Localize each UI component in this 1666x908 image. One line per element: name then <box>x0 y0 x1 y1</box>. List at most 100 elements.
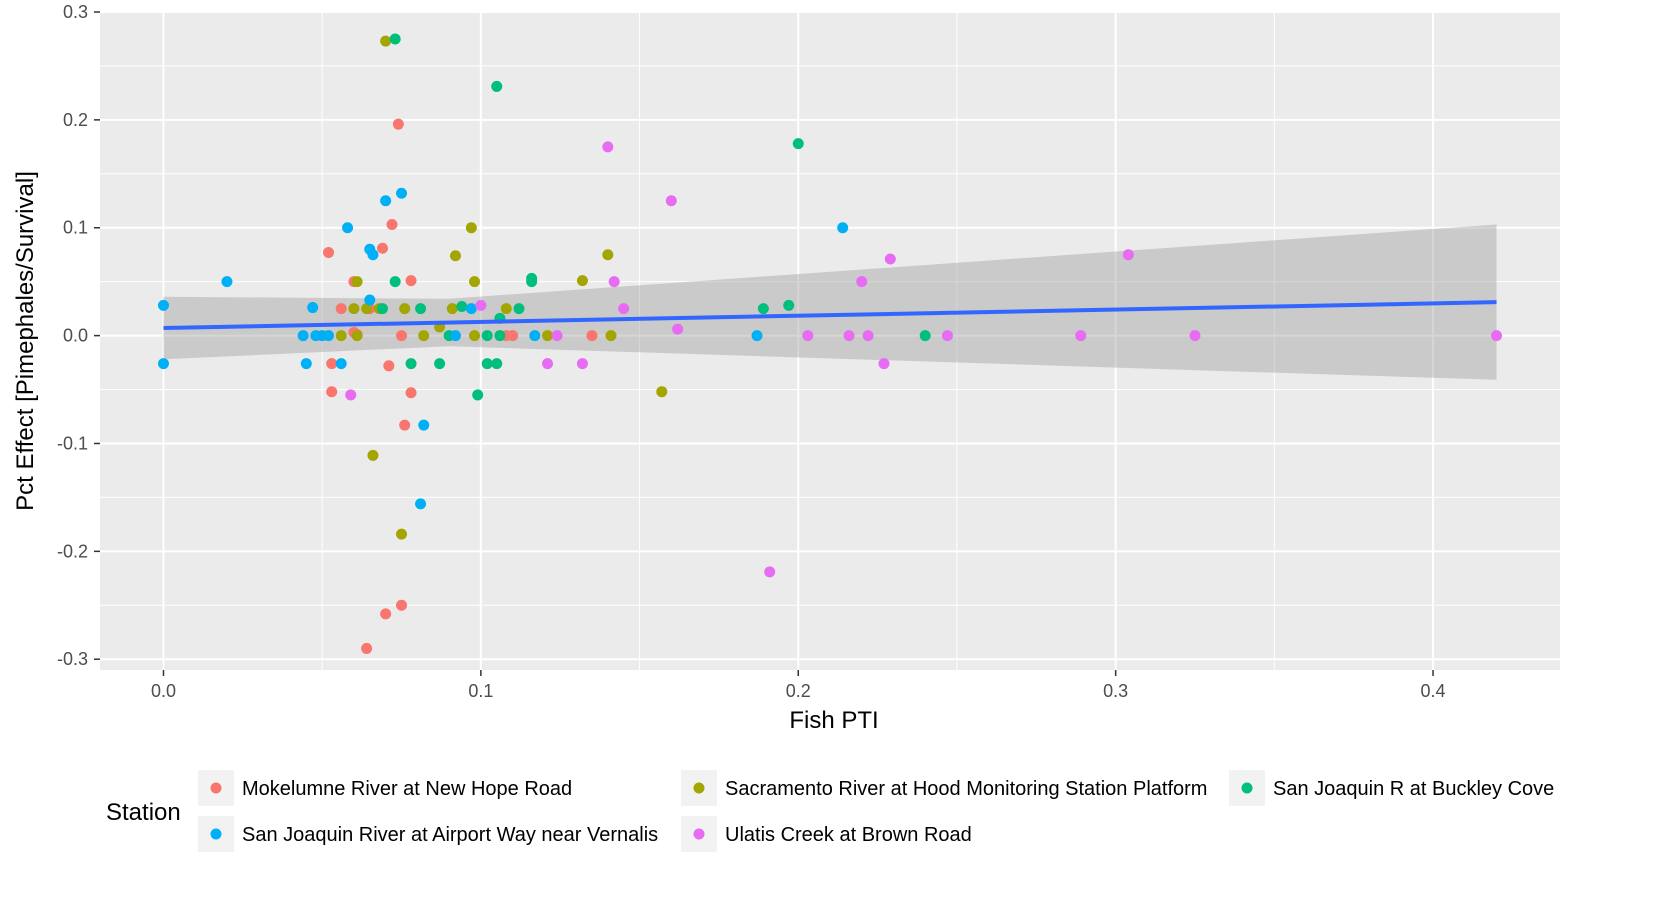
legend-marker <box>693 828 705 840</box>
data-point <box>764 566 776 578</box>
x-tick-label: 0.0 <box>151 681 176 701</box>
data-point <box>665 195 677 207</box>
data-point <box>297 330 309 342</box>
data-point <box>481 330 493 342</box>
data-point <box>380 608 392 620</box>
confidence-band <box>163 224 1497 380</box>
data-point <box>491 358 503 370</box>
data-point <box>856 276 868 288</box>
data-point <box>783 299 795 311</box>
data-point <box>418 419 430 431</box>
legend-marker <box>693 782 705 794</box>
x-tick-label: 0.1 <box>468 681 493 701</box>
confidence-band-layer <box>163 224 1497 380</box>
data-point <box>396 599 408 611</box>
data-point <box>542 358 554 370</box>
data-point <box>586 330 598 342</box>
data-point <box>507 330 519 342</box>
x-tick-label: 0.4 <box>1421 681 1446 701</box>
y-tick-label: -0.2 <box>57 541 88 561</box>
data-point <box>418 330 430 342</box>
data-point <box>434 358 446 370</box>
data-point <box>326 358 338 370</box>
data-point <box>396 528 408 540</box>
legend-item: Ulatis Creek at Brown Road <box>681 816 972 852</box>
grid-minor <box>100 12 1560 670</box>
data-point <box>919 330 931 342</box>
data-point <box>323 247 335 259</box>
data-point <box>351 276 363 288</box>
data-point <box>456 300 468 312</box>
x-axis: 0.0 0.1 0.2 0.3 0.4 <box>151 670 1446 701</box>
data-point <box>405 275 417 287</box>
data-point <box>157 299 169 311</box>
data-point <box>481 358 493 370</box>
legend-item: Mokelumne River at New Hope Road <box>198 770 572 806</box>
data-point <box>383 360 395 372</box>
data-point <box>1122 249 1134 261</box>
x-tick-label: 0.3 <box>1103 681 1128 701</box>
data-point <box>751 330 763 342</box>
data-point <box>472 389 484 401</box>
data-point <box>802 330 814 342</box>
y-axis: -0.3 -0.2 -0.1 0.0 0.1 0.2 0.3 <box>57 2 100 669</box>
data-point <box>465 222 477 234</box>
data-point <box>415 303 427 315</box>
legend-label: Sacramento River at Hood Monitoring Stat… <box>725 778 1207 800</box>
data-point <box>396 330 408 342</box>
data-point <box>396 187 408 199</box>
data-point <box>335 303 347 315</box>
data-point <box>469 276 481 288</box>
data-point <box>605 330 617 342</box>
data-point <box>757 303 769 315</box>
data-point <box>376 303 388 315</box>
legend-label: San Joaquin River at Airport Way near Ve… <box>242 824 658 846</box>
data-point <box>361 303 373 315</box>
data-point <box>602 141 614 153</box>
y-tick-label: 0.1 <box>63 218 88 238</box>
data-point <box>405 358 417 370</box>
legend-marker <box>210 782 222 794</box>
x-tick-label: 0.2 <box>786 681 811 701</box>
trend-layer <box>163 300 1497 331</box>
data-point <box>399 419 411 431</box>
data-point <box>351 330 363 342</box>
y-tick-label: -0.1 <box>57 433 88 453</box>
y-tick-label: -0.3 <box>57 649 88 669</box>
data-point <box>386 219 398 231</box>
data-point <box>465 303 477 315</box>
data-point <box>342 222 354 234</box>
data-point <box>348 303 360 315</box>
data-point <box>221 276 233 288</box>
legend-label: San Joaquin R at Buckley Cove <box>1273 778 1554 800</box>
data-point <box>843 330 855 342</box>
data-point <box>376 242 388 254</box>
legend-label: Ulatis Creek at Brown Road <box>725 824 972 846</box>
data-point <box>602 249 614 261</box>
legend-marker <box>210 828 222 840</box>
data-point <box>526 276 538 288</box>
legend-title: Station <box>106 799 181 826</box>
data-point <box>415 498 427 510</box>
data-point <box>326 386 338 398</box>
data-point <box>941 330 953 342</box>
data-point <box>389 33 401 45</box>
trend-line <box>163 300 1497 331</box>
y-tick-label: 0.3 <box>63 2 88 22</box>
data-point <box>1189 330 1201 342</box>
data-point <box>380 35 392 47</box>
data-point <box>494 330 506 342</box>
data-point <box>513 303 525 315</box>
data-point <box>656 386 668 398</box>
data-point <box>364 294 376 306</box>
data-point <box>862 330 874 342</box>
legend-item: San Joaquin River at Airport Way near Ve… <box>198 816 658 852</box>
data-point <box>367 449 379 461</box>
y-axis-title: Pct Effect [Pimephales/Survival] <box>12 171 39 511</box>
data-point <box>618 303 630 315</box>
data-point <box>449 330 461 342</box>
data-point <box>551 330 563 342</box>
legend-item: Sacramento River at Hood Monitoring Stat… <box>681 770 1207 806</box>
